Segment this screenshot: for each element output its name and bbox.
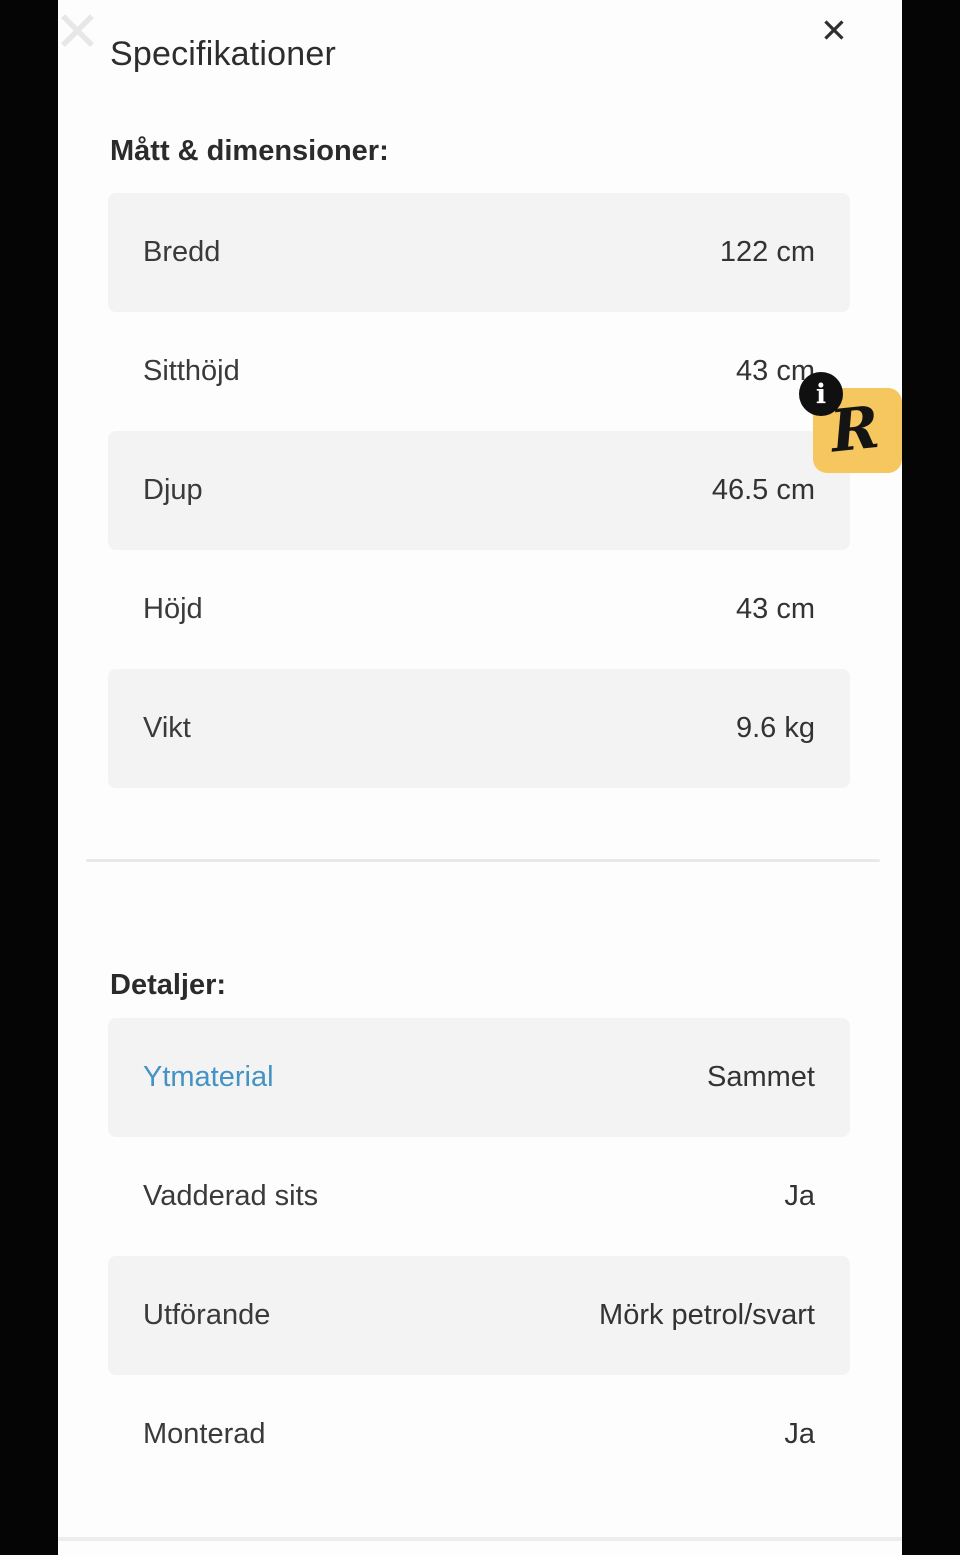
- spec-label: Utförande: [143, 1299, 271, 1331]
- spec-value: Sammet: [707, 1061, 815, 1093]
- spec-label: Djup: [143, 474, 203, 506]
- table-row: Höjd 43 cm: [108, 550, 850, 669]
- table-row: Utförande Mörk petrol/svart: [108, 1256, 850, 1375]
- section-heading-details: Detaljer:: [110, 969, 227, 1002]
- section-divider: [86, 859, 880, 862]
- spec-label: Höjd: [143, 593, 203, 625]
- table-row: Ytmaterial Sammet: [108, 1018, 850, 1137]
- info-icon[interactable]: i: [799, 372, 843, 416]
- table-row: Monterad Ja: [108, 1375, 850, 1494]
- dimensions-table: Bredd 122 cm Sitthöjd 43 cm Djup 46.5 cm…: [108, 193, 850, 788]
- close-icon[interactable]: ✕: [806, 2, 862, 58]
- spec-label: Monterad: [143, 1418, 266, 1450]
- section-heading-dimensions: Mått & dimensioner:: [110, 135, 389, 168]
- ghost-close-watermark-icon: ✕: [54, 0, 101, 63]
- letterbox-left: [0, 0, 58, 1555]
- spec-label: Bredd: [143, 236, 221, 268]
- table-row: Djup 46.5 cm: [108, 431, 850, 550]
- spec-value: 9.6 kg: [736, 712, 815, 744]
- spec-label: Sitthöjd: [143, 355, 240, 387]
- ytmaterial-link[interactable]: Ytmaterial: [143, 1061, 274, 1093]
- table-row: Sitthöjd 43 cm: [108, 312, 850, 431]
- spec-value: Ja: [784, 1180, 815, 1212]
- spec-label: Vadderad sits: [143, 1180, 319, 1212]
- table-row: Vikt 9.6 kg: [108, 669, 850, 788]
- details-table: Ytmaterial Sammet Vadderad sits Ja Utför…: [108, 1018, 850, 1494]
- letterbox-right: [902, 0, 960, 1555]
- spec-value: 122 cm: [719, 236, 815, 268]
- bottom-edge-divider: [58, 1537, 902, 1541]
- spec-value: 46.5 cm: [711, 474, 815, 506]
- spec-value: Ja: [784, 1418, 815, 1450]
- table-row: Bredd 122 cm: [108, 193, 850, 312]
- table-row: Vadderad sits Ja: [108, 1137, 850, 1256]
- spec-value: 43 cm: [736, 593, 815, 625]
- spec-value: Mörk petrol/svart: [599, 1299, 815, 1331]
- page-title: Specifikationer: [110, 34, 337, 73]
- spec-label: Vikt: [143, 712, 191, 744]
